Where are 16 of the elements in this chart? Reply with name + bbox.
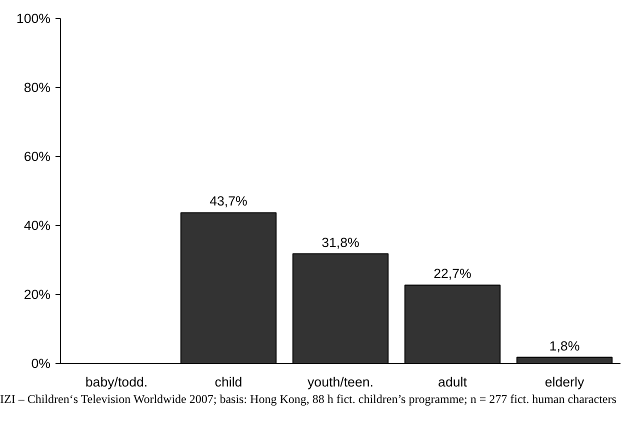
- y-tick-label: 60%: [24, 149, 51, 164]
- y-tick-label: 80%: [24, 80, 51, 95]
- x-tick-label: baby/todd.: [85, 374, 148, 390]
- x-tick-label: youth/teen.: [308, 374, 374, 390]
- y-tick-label: 20%: [24, 287, 51, 302]
- y-tick-label: 40%: [24, 218, 51, 233]
- y-tick-label: 100%: [16, 11, 51, 26]
- x-tick-label: elderly: [544, 374, 584, 390]
- data-label: 43,7%: [210, 194, 248, 209]
- x-tick-label: child: [214, 374, 242, 390]
- data-label: 22,7%: [434, 266, 472, 282]
- x-tick-label: adult: [438, 374, 468, 390]
- y-tick-label: 0%: [31, 356, 51, 371]
- data-label: 1,8%: [549, 338, 580, 354]
- text: IZI – Children‘s Television Worldwide 2007; basis: Hong Kong, 88 h fict. children’s programme; n = 277 fict. human characters: [0, 392, 616, 406]
- data-label: 31,8%: [322, 234, 360, 250]
